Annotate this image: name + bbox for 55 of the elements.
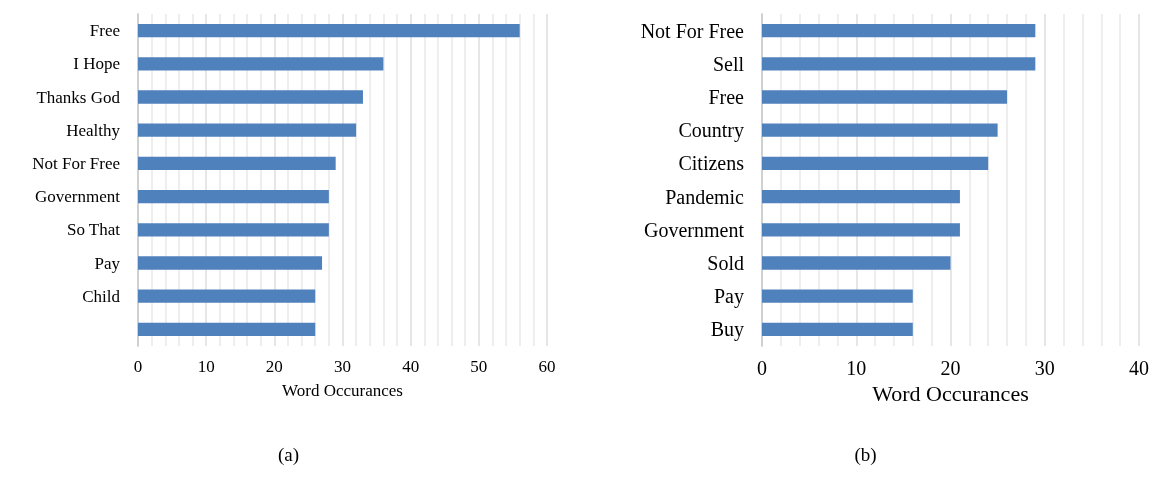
text: (a): [277, 444, 300, 466]
bar: [762, 156, 989, 171]
bar: [138, 223, 329, 237]
x-tick-label: 20: [265, 357, 283, 376]
x-tick-label: 30: [334, 357, 351, 376]
x-tick-label: 10: [197, 357, 215, 376]
y-tick-label: So That: [66, 220, 121, 240]
y-tick-label: Free: [708, 86, 745, 108]
x-axis-title: Word Occurances: [282, 381, 403, 400]
y-tick-label: Pandemic: [665, 185, 745, 208]
y-tick-label: Pay: [94, 253, 121, 273]
y-tick-label: Healthy: [66, 120, 121, 140]
x-axis-title: Word Occurances: [872, 381, 1029, 407]
bar: [762, 57, 1036, 71]
bar: [762, 189, 960, 204]
x-tick-label: 30: [1034, 357, 1055, 379]
bar: [762, 256, 951, 270]
bar: [762, 90, 1008, 104]
y-tick-label: Free: [89, 21, 120, 41]
bar: [762, 23, 1036, 38]
text: (b): [854, 444, 877, 466]
y-tick-label: Buy: [710, 318, 744, 342]
x-tick-label: 10: [846, 357, 867, 379]
bar: [138, 322, 316, 337]
bar: [762, 322, 913, 337]
x-tick-label: 60: [538, 357, 556, 376]
y-tick-label: Not For Free: [640, 19, 745, 42]
y-tick-label: I Hope: [73, 54, 120, 74]
y-tick-label: Sell: [712, 52, 745, 75]
y-tick-label: Citizens: [678, 152, 745, 175]
y-tick-label: Child: [82, 286, 121, 306]
bar: [138, 156, 336, 171]
bar: [138, 23, 520, 38]
y-tick-label: Government: [35, 187, 121, 207]
bar: [762, 123, 998, 137]
x-tick-label: 40: [402, 357, 420, 376]
bar: [138, 123, 357, 137]
y-tick-label: Pay: [714, 285, 744, 309]
bar: [138, 57, 384, 71]
x-tick-label: 0: [133, 357, 143, 376]
x-tick-label: 50: [470, 357, 488, 376]
x-tick-label: 40: [1129, 357, 1149, 379]
y-tick-label: Not For Free: [32, 153, 120, 173]
x-tick-label: 20: [940, 357, 961, 379]
y-tick-label: Sold: [707, 252, 744, 274]
bar: [762, 223, 960, 237]
x-tick-label: 0: [757, 357, 767, 379]
bar: [138, 90, 363, 104]
bar: [138, 256, 323, 270]
bar: [762, 289, 913, 303]
y-tick-label: Thanks God: [36, 87, 121, 107]
bar: [138, 289, 316, 303]
bar: [138, 189, 329, 204]
y-tick-label: Country: [678, 119, 744, 143]
y-tick-label: Government: [644, 218, 745, 241]
